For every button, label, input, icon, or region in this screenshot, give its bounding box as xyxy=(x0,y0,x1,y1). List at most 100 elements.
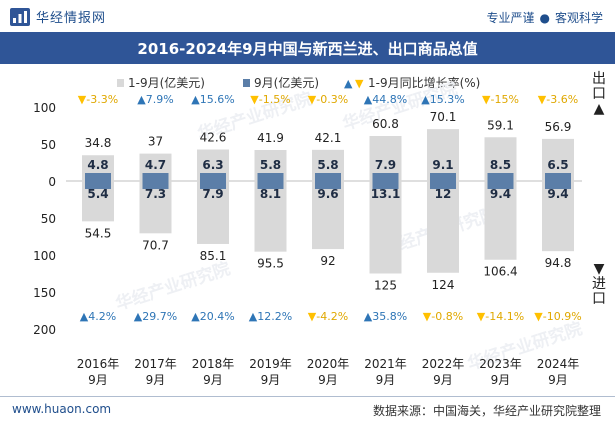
data-label-export-month: 4.7 xyxy=(145,158,166,172)
bar-month-export xyxy=(545,173,571,181)
growth-label-import: ▼-10.9% xyxy=(534,310,581,323)
growth-value: 7.9% xyxy=(146,93,174,106)
data-label-import-month: 12 xyxy=(435,187,452,201)
growth-up-arrow-icon: ▲ xyxy=(364,310,373,323)
growth-label-export: ▼-0.3% xyxy=(308,93,348,106)
x-tick-label-month: 9月 xyxy=(548,373,568,387)
growth-label-import: ▲20.4% xyxy=(191,310,234,323)
growth-value: 15.3% xyxy=(430,93,465,106)
growth-value: 44.8% xyxy=(372,93,407,106)
growth-label-import: ▲4.2% xyxy=(80,310,116,323)
data-label-import-month: 9.6 xyxy=(317,187,338,201)
import-side-label: ▼ 进口 xyxy=(591,262,607,307)
legend-down-arrow-icon: ▼ xyxy=(355,77,364,90)
bar-month-import xyxy=(315,181,341,189)
growth-down-arrow-icon: ▼ xyxy=(78,93,87,106)
import-label-text: 进口 xyxy=(592,276,606,307)
growth-value: 12.2% xyxy=(257,310,292,323)
x-tick-label-year: 2023年 xyxy=(479,357,522,371)
chart-plot: 1-9月(亿美元) 9月(亿美元) ▲ ▼ 1-9月同比增长率(%)1005005010… xyxy=(33,75,585,387)
legend-label-growth: 1-9月同比增长率(%) xyxy=(368,75,480,90)
growth-down-arrow-icon: ▼ xyxy=(423,310,432,323)
growth-up-arrow-icon: ▲ xyxy=(191,310,200,323)
data-label-import-month: 5.4 xyxy=(87,187,108,201)
brand-name: 华经情报网 xyxy=(36,11,107,26)
data-label-export-total: 34.8 xyxy=(85,136,112,150)
bar-total xyxy=(542,138,574,252)
data-label-export-total: 59.1 xyxy=(487,118,514,132)
data-label-export-total: 70.1 xyxy=(430,110,457,124)
bar-month-import xyxy=(430,181,456,189)
bar-total xyxy=(427,129,459,273)
bar-month-export xyxy=(372,173,399,181)
growth-value: 15.6% xyxy=(200,93,235,106)
tagline: 专业严谨 ● 客观科学 xyxy=(486,9,603,26)
watermark-text: 华经产业研究院 xyxy=(113,258,233,315)
data-label-export-total: 42.6 xyxy=(200,130,227,144)
bar-month-export xyxy=(257,173,284,181)
data-label-import-month: 9.4 xyxy=(490,187,511,201)
tagline-left: 专业严谨 xyxy=(486,11,535,25)
legend-label-total: 1-9月(亿美元) xyxy=(128,75,205,90)
data-label-import-total: 54.5 xyxy=(85,226,112,240)
growth-down-arrow-icon: ▼ xyxy=(308,310,317,323)
growth-label-export: ▲44.8% xyxy=(364,93,407,106)
data-label-export-month: 6.5 xyxy=(547,158,568,172)
chart-title: 2016-2024年9月中国与新西兰进、出口商品总值 xyxy=(137,39,478,58)
growth-up-arrow-icon: ▲ xyxy=(364,93,373,106)
bar-month-export xyxy=(487,173,514,181)
growth-up-arrow-icon: ▲ xyxy=(137,93,146,106)
top-bar: 华经情报网 专业严谨 ● 客观科学 xyxy=(0,0,615,32)
bar-month-import xyxy=(545,181,571,189)
growth-label-export: ▼-3.3% xyxy=(78,93,118,106)
bar-total xyxy=(312,149,344,250)
y-tick-label: 150 xyxy=(33,286,56,300)
data-label-export-month: 7.9 xyxy=(375,158,396,172)
bar-total xyxy=(139,153,172,234)
growth-value: -4.2% xyxy=(316,310,348,323)
growth-label-export: ▲7.9% xyxy=(137,93,173,106)
y-tick-label: 50 xyxy=(41,138,56,152)
footer-url-link[interactable]: www.huaon.com xyxy=(12,402,112,416)
bar-month-export xyxy=(85,173,111,181)
data-label-export-total: 60.8 xyxy=(372,117,399,131)
x-tick-label-month: 9月 xyxy=(146,373,166,387)
data-label-export-month: 5.8 xyxy=(260,158,281,172)
x-tick-label-year: 2016年 xyxy=(77,357,120,371)
bar-month-import xyxy=(142,181,169,189)
data-label-import-month: 8.1 xyxy=(260,187,281,201)
x-tick-label-year: 2018年 xyxy=(192,357,235,371)
y-tick-label: 100 xyxy=(33,249,56,263)
growth-label-export: ▼-1.5% xyxy=(250,93,290,106)
legend-label-month: 9月(亿美元) xyxy=(254,75,319,90)
brand: 华经情报网 xyxy=(10,7,106,26)
tagline-right: 客观科学 xyxy=(554,11,603,25)
growth-value: -1.5% xyxy=(259,93,291,106)
data-label-import-month: 7.3 xyxy=(145,187,166,201)
data-label-export-month: 4.8 xyxy=(87,158,108,172)
x-tick-label-month: 9月 xyxy=(318,373,338,387)
data-label-import-total: 85.1 xyxy=(200,249,227,263)
data-label-import-month: 13.1 xyxy=(371,187,401,201)
bar-month-import xyxy=(200,181,226,189)
x-tick-label-month: 9月 xyxy=(491,373,511,387)
bar-month-import xyxy=(85,181,111,189)
bar-month-import xyxy=(487,181,514,189)
data-label-import-total: 95.5 xyxy=(257,257,284,271)
growth-label-export: ▼-3.6% xyxy=(538,93,578,106)
legend-swatch-month xyxy=(243,79,250,87)
growth-label-export: ▼-15% xyxy=(482,93,519,106)
growth-value: 4.2% xyxy=(88,310,116,323)
export-label-text: 出口 xyxy=(592,71,606,102)
y-tick-label: 200 xyxy=(33,323,56,337)
x-tick-label-month: 9月 xyxy=(433,373,453,387)
x-tick-label-year: 2021年 xyxy=(364,357,407,371)
y-tick-label: 50 xyxy=(41,212,56,226)
x-tick-label-year: 2019年 xyxy=(249,357,292,371)
x-tick-label-year: 2017年 xyxy=(134,357,177,371)
growth-label-import: ▼-14.1% xyxy=(477,310,524,323)
data-label-export-total: 56.9 xyxy=(545,120,572,134)
data-label-export-month: 9.1 xyxy=(432,158,453,172)
growth-down-arrow-icon: ▼ xyxy=(250,93,259,106)
